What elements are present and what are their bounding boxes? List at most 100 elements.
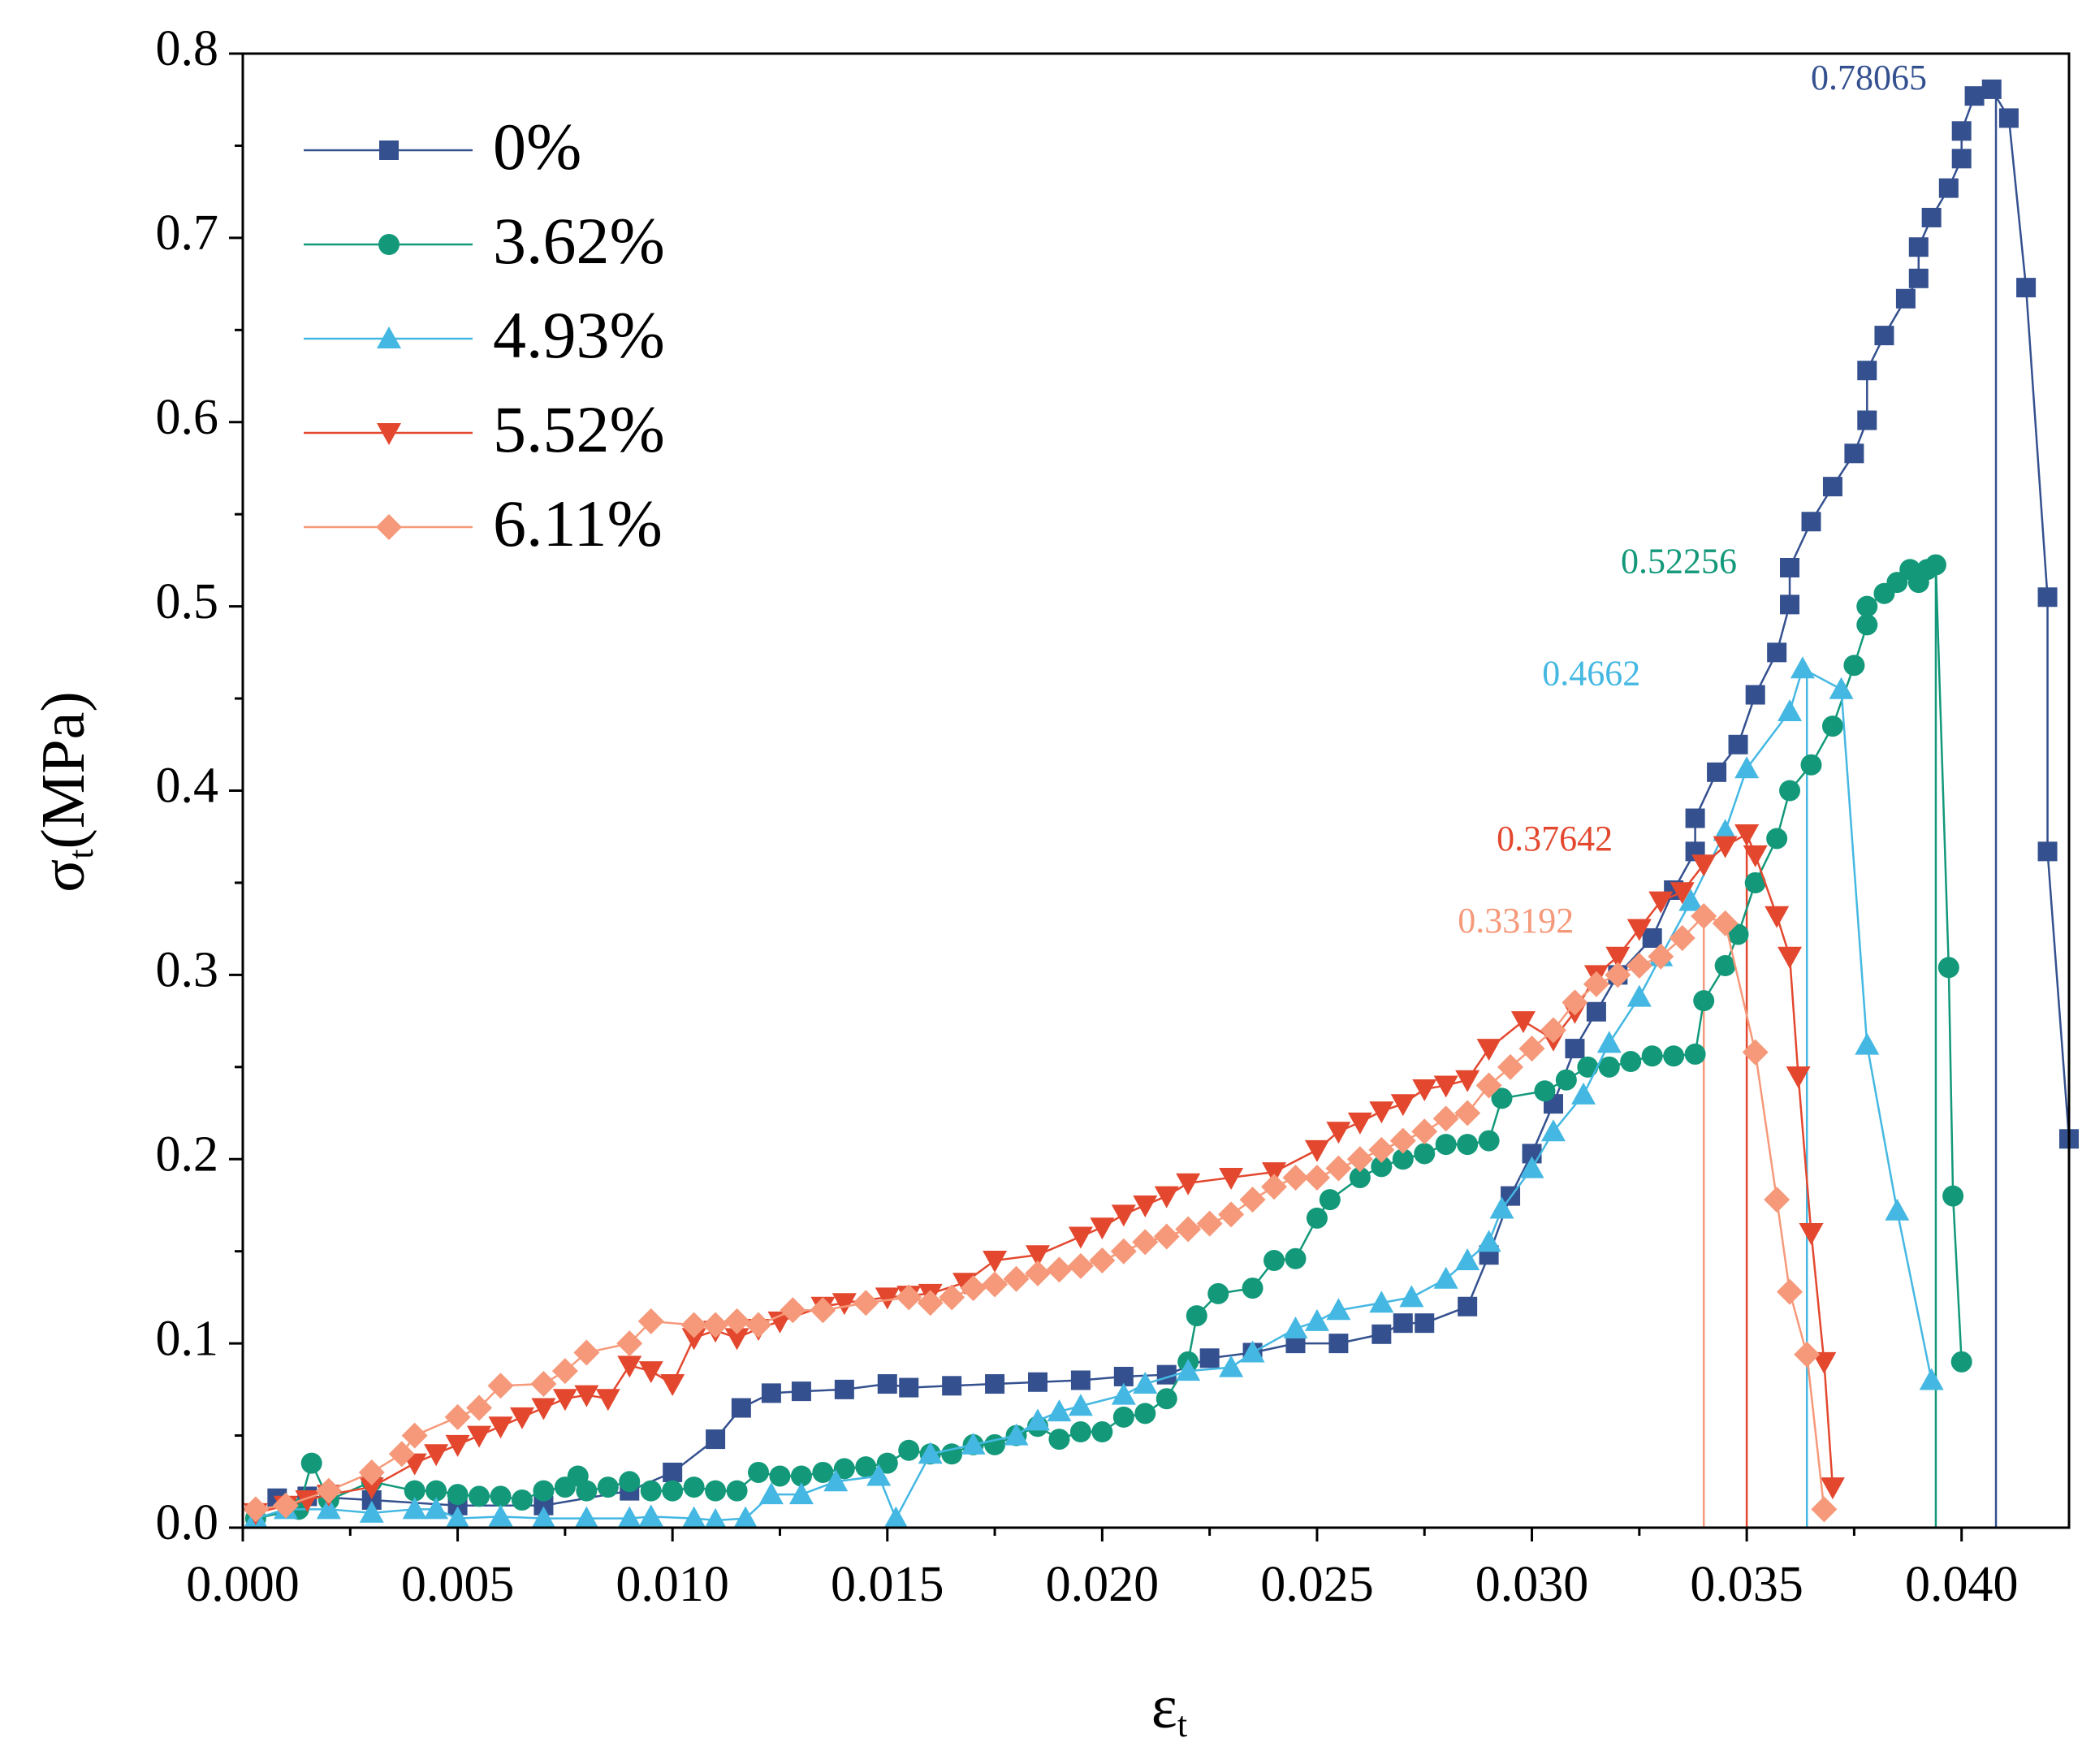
- x-tick-label: 0.035: [1690, 1557, 1803, 1612]
- marker: [1596, 1031, 1622, 1053]
- marker: [702, 1312, 729, 1338]
- marker: [1186, 1305, 1207, 1327]
- marker: [617, 1506, 641, 1528]
- marker: [1433, 1075, 1458, 1098]
- marker: [1326, 1298, 1351, 1321]
- marker: [488, 1416, 513, 1439]
- legend-label: 6.11%: [493, 486, 663, 560]
- marker: [1691, 902, 1717, 929]
- marker: [724, 1328, 749, 1351]
- marker: [1218, 1201, 1245, 1228]
- y-tick-label: 0.4: [156, 759, 219, 814]
- marker: [1886, 572, 1908, 594]
- x-tick-label: 0.015: [831, 1557, 944, 1612]
- series-line: [255, 563, 1963, 1520]
- marker: [1369, 1291, 1394, 1313]
- marker: [1577, 1056, 1599, 1078]
- marker: [1304, 1308, 1329, 1331]
- marker: [1433, 1266, 1458, 1289]
- marker: [1303, 1164, 1330, 1191]
- marker: [637, 1308, 664, 1334]
- marker: [704, 1507, 727, 1528]
- marker: [1778, 946, 1803, 969]
- marker: [791, 1381, 811, 1402]
- peak-label: 0.78065: [1811, 58, 1927, 97]
- marker: [404, 1480, 425, 1502]
- marker: [1415, 1313, 1435, 1334]
- marker: [1349, 1166, 1371, 1188]
- marker: [597, 1476, 619, 1498]
- marker: [1282, 1164, 1309, 1191]
- marker: [767, 1311, 793, 1334]
- marker: [1111, 1382, 1136, 1405]
- marker: [402, 1497, 427, 1520]
- marker: [834, 1379, 854, 1399]
- peak-label: 0.52256: [1621, 542, 1737, 582]
- marker: [1562, 989, 1588, 1016]
- marker: [1207, 1282, 1229, 1304]
- marker: [660, 1374, 685, 1397]
- marker: [681, 1506, 706, 1528]
- marker: [1821, 716, 1843, 737]
- marker: [1908, 237, 1929, 257]
- marker: [1153, 1223, 1180, 1250]
- marker: [1921, 207, 1942, 227]
- marker: [812, 1461, 834, 1483]
- marker: [1745, 685, 1765, 705]
- marker: [300, 1452, 322, 1474]
- marker: [1263, 1250, 1285, 1272]
- marker: [960, 1275, 987, 1302]
- peak-label: 0.4662: [1542, 653, 1640, 693]
- x-tick-label: 0.025: [1260, 1557, 1374, 1612]
- marker: [1411, 1118, 1438, 1145]
- marker: [1964, 86, 1985, 106]
- legend-marker: [376, 514, 402, 540]
- marker: [1713, 836, 1738, 858]
- marker: [1133, 1195, 1158, 1217]
- marker: [1476, 1230, 1501, 1252]
- marker: [1843, 655, 1865, 677]
- marker: [748, 1461, 770, 1483]
- marker: [1626, 984, 1652, 1007]
- marker: [1780, 594, 1800, 615]
- marker: [899, 1377, 919, 1398]
- marker: [883, 1506, 908, 1528]
- marker: [683, 1476, 705, 1498]
- marker: [942, 1376, 962, 1396]
- marker: [1346, 1146, 1373, 1173]
- marker: [855, 1456, 877, 1478]
- marker: [401, 1422, 428, 1449]
- marker: [1764, 1187, 1790, 1213]
- legend-marker: [378, 234, 400, 255]
- marker: [1478, 1130, 1500, 1152]
- marker: [1727, 923, 1749, 945]
- marker: [1786, 1066, 1811, 1089]
- y-tick-label: 0.5: [156, 574, 219, 629]
- marker: [1670, 882, 1695, 905]
- marker: [810, 1297, 836, 1324]
- marker: [1285, 1247, 1307, 1269]
- marker: [758, 1482, 784, 1505]
- series-line: [255, 667, 1933, 1522]
- marker: [780, 1297, 806, 1324]
- marker: [1605, 946, 1631, 969]
- marker: [1707, 762, 1727, 782]
- marker: [388, 1441, 415, 1468]
- marker: [640, 1480, 662, 1502]
- marker: [1489, 1196, 1514, 1219]
- legend-label: 0%: [493, 110, 581, 184]
- marker: [982, 1271, 1009, 1298]
- marker: [1261, 1174, 1288, 1200]
- marker: [1829, 677, 1854, 699]
- marker: [1510, 1011, 1536, 1034]
- marker: [1678, 888, 1704, 911]
- marker: [1820, 1477, 1845, 1500]
- x-label-main: ε: [1151, 1673, 1177, 1741]
- marker: [1132, 1229, 1159, 1256]
- marker: [662, 1480, 684, 1502]
- marker: [705, 1480, 727, 1502]
- marker: [663, 1462, 683, 1482]
- marker: [1176, 1173, 1201, 1195]
